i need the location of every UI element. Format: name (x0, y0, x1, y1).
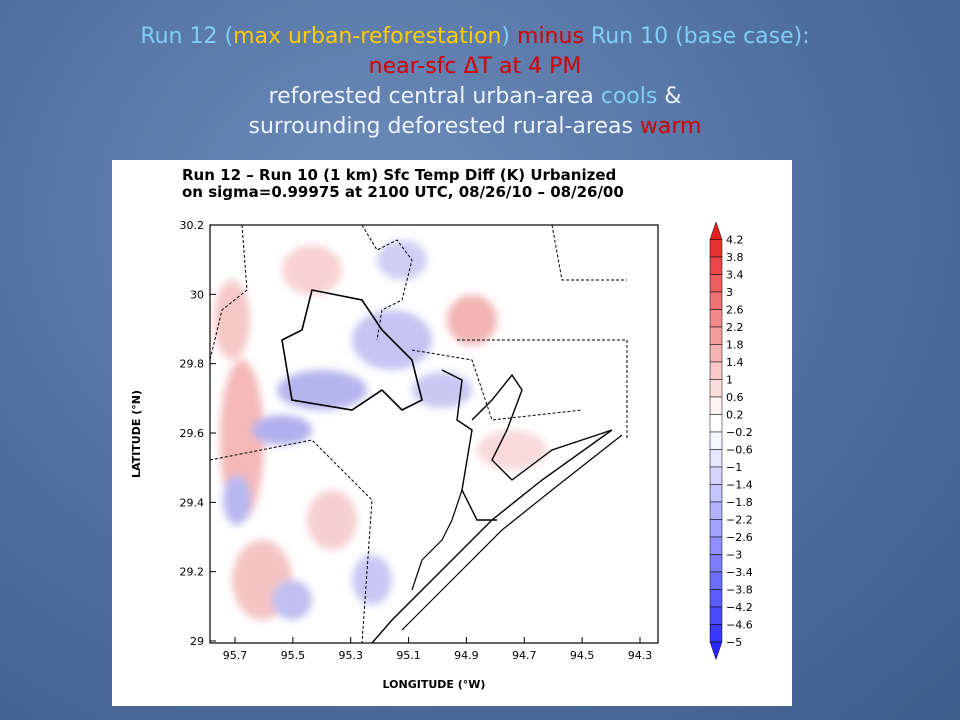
colorbar-label: −2.6 (726, 531, 753, 544)
plot-title: on sigma=0.99975 at 2100 UTC, 08/26/10 –… (182, 183, 624, 201)
colorbar-label: 3 (726, 286, 733, 299)
colorbar-label: −2.2 (726, 514, 753, 527)
x-axis-label: LONGITUDE (°W) (383, 678, 486, 691)
colorbar-label: 0.2 (726, 409, 744, 422)
x-tick-label: 95.7 (223, 649, 248, 662)
colorbar-label: −3.4 (726, 566, 753, 579)
colorbar-label: 1.4 (726, 356, 744, 369)
plot-title: Run 12 – Run 10 (1 km) Sfc Temp Diff (K)… (182, 166, 616, 184)
colorbar-cap (709, 641, 723, 661)
colorbar-swatch (709, 309, 723, 328)
colorbar-label: 1 (726, 374, 733, 387)
colorbar-label: −4.2 (726, 601, 753, 614)
colorbar-swatch (709, 344, 723, 363)
colorbar-swatch (709, 536, 723, 555)
x-tick-label: 95.3 (338, 649, 363, 662)
colorbar-label: −1 (726, 461, 742, 474)
y-tick-label: 30 (190, 288, 204, 301)
title-text: reforested central urban-area (268, 84, 601, 109)
title-text: surrounding deforested rural-areas (248, 114, 640, 139)
colorbar-label: 3.4 (726, 269, 744, 282)
title-line: Run 12 (max urban-reforestation) minus R… (0, 22, 950, 52)
colorbar-label: 3.8 (726, 251, 744, 264)
title-text: cools (600, 84, 658, 109)
colorbar-swatch (709, 256, 723, 275)
colorbar-swatch (709, 484, 723, 503)
title-text: max urban-reforestation (233, 24, 502, 49)
colorbar-label: −1.4 (726, 479, 753, 492)
y-tick-label: 30.2 (180, 219, 205, 232)
title-text: warm (639, 114, 702, 139)
colorbar-cap (709, 221, 723, 240)
colorbar-swatch (709, 554, 723, 573)
title-text: & (657, 84, 682, 109)
y-tick-label: 29.8 (180, 358, 205, 371)
slide-title: Run 12 (max urban-reforestation) minus R… (0, 22, 950, 142)
boundaries (209, 224, 628, 644)
colorbar-swatch (709, 379, 723, 398)
x-tick-label: 95.1 (396, 649, 421, 662)
title-line: reforested central urban-area cools & (0, 82, 950, 112)
colorbar-swatch (709, 431, 723, 450)
title-text: ) (501, 24, 511, 49)
colorbar-swatch (709, 449, 723, 468)
map: Run 12 – Run 10 (1 km) Sfc Temp Diff (K)… (130, 166, 753, 691)
colorbar-swatch (709, 466, 723, 485)
colorbar-label: 1.8 (726, 339, 744, 352)
colorbar-swatch (709, 606, 723, 625)
colorbar-label: 0.6 (726, 391, 744, 404)
x-tick-label: 94.9 (454, 649, 479, 662)
colorbar-label: −0.6 (726, 444, 753, 457)
y-axis-label: LATITUDE (°N) (130, 390, 143, 478)
map-frame (209, 224, 659, 644)
colorbar-swatch (709, 291, 723, 310)
colorbar-swatch (709, 239, 723, 258)
colorbar-swatch (709, 589, 723, 608)
map-image: Run 12 – Run 10 (1 km) Sfc Temp Diff (K)… (112, 160, 792, 706)
colorbar-swatch (709, 326, 723, 345)
x-tick-label: 95.5 (281, 649, 306, 662)
y-tick-label: 29.6 (180, 427, 205, 440)
colorbar-swatch (709, 501, 723, 520)
x-tick-label: 94.3 (628, 649, 653, 662)
colorbar-swatch (709, 571, 723, 590)
colorbar-swatch (709, 624, 723, 643)
colorbar-label: 4.2 (726, 234, 744, 247)
title-text: minus (510, 24, 591, 49)
colorbar-label: −3.8 (726, 584, 753, 597)
y-tick-label: 29 (190, 635, 204, 648)
colorbar-label: −0.2 (726, 426, 753, 439)
colorbar-label: −1.8 (726, 496, 753, 509)
colorbar-swatch (709, 414, 723, 433)
x-tick-label: 94.5 (570, 649, 595, 662)
y-tick-label: 29.4 (180, 496, 205, 509)
title-text: Run 12 ( (140, 24, 234, 49)
colorbar-swatch (709, 274, 723, 293)
title-line: surrounding deforested rural-areas warm (0, 112, 950, 142)
x-tick-label: 94.7 (512, 649, 537, 662)
colorbar-label: 2.6 (726, 304, 744, 317)
colorbar-swatch (709, 396, 723, 415)
title-text: Run 10 (base case): (590, 24, 810, 49)
colorbar-swatch (709, 519, 723, 538)
colorbar-label: −5 (726, 636, 742, 649)
temperature-field (214, 240, 547, 620)
colorbar-label: 2.2 (726, 321, 744, 334)
title-text: near-sfc ΔT at 4 PM (368, 54, 582, 79)
colorbar-swatch (709, 361, 723, 380)
colorbar-label: −3 (726, 549, 742, 562)
y-tick-label: 29.2 (180, 566, 205, 579)
colorbar-label: −4.6 (726, 619, 753, 632)
title-line: near-sfc ΔT at 4 PM (0, 52, 950, 82)
